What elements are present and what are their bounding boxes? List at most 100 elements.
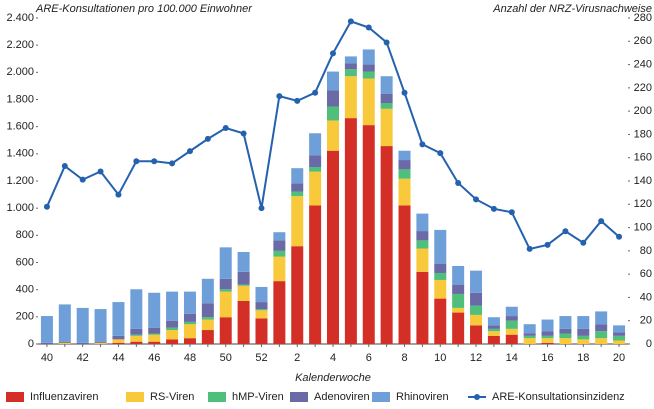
- line-marker: [97, 168, 104, 175]
- bar-segment: [541, 331, 554, 336]
- bar-segment: [58, 341, 71, 343]
- bar-segment: [273, 240, 286, 251]
- y-tick-label: 0: [28, 338, 34, 350]
- chart-title: ARE-Konsultationen pro 100.000 Einwohner: [35, 3, 253, 15]
- x-tick-label: 6: [366, 352, 372, 364]
- bar-segment: [148, 327, 161, 334]
- bar-segment: [487, 328, 500, 332]
- bar-segment: [183, 338, 196, 344]
- bar-segment: [255, 286, 268, 303]
- line-marker: [294, 97, 301, 104]
- bar-segment: [309, 205, 322, 344]
- bar-segment: [201, 303, 214, 318]
- line-marker: [401, 89, 408, 96]
- bar-segment: [166, 330, 179, 340]
- bar-segment: [362, 64, 375, 72]
- bar-segment: [595, 324, 608, 332]
- line-marker: [526, 245, 533, 252]
- bar-segment: [523, 333, 536, 336]
- x-tick-label: 2: [294, 352, 300, 364]
- bar-segment: [505, 316, 518, 321]
- y2-tick-label: 280: [634, 12, 652, 24]
- bar-segment: [130, 334, 143, 336]
- bar-segment: [505, 328, 518, 335]
- bar-segment: [148, 341, 161, 344]
- y2-tick-label: 0: [646, 338, 652, 350]
- bar-segment: [344, 69, 357, 77]
- bar-segment: [309, 167, 322, 172]
- legend-label: ARE-Konsultationsinzidenz: [492, 391, 625, 403]
- bar-segment: [291, 183, 304, 192]
- bar-segment: [201, 317, 214, 320]
- bar-segment: [541, 342, 554, 344]
- y2-axis-title: Anzahl der NRZ-Virusnachweise: [492, 3, 652, 15]
- bar-segment: [523, 324, 536, 334]
- bar-segment: [112, 335, 125, 340]
- bar-segment: [505, 334, 518, 344]
- x-tick-label: 18: [577, 352, 589, 364]
- bar-segment: [219, 317, 232, 344]
- y2-tick-label: 140: [634, 175, 652, 187]
- bar-segment: [327, 106, 339, 121]
- bar-segment: [183, 291, 196, 314]
- bar-segment: [344, 118, 357, 344]
- bar-segment: [452, 284, 465, 294]
- bar-segment: [505, 306, 518, 317]
- bar-segment: [201, 330, 214, 344]
- bar-segment: [219, 289, 232, 292]
- bar-segment: [237, 271, 250, 285]
- line-marker: [562, 228, 569, 235]
- y-tick-label: 2.400: [6, 12, 34, 24]
- bar-segment: [541, 319, 554, 332]
- bar-segment: [380, 93, 393, 103]
- line-marker: [151, 158, 158, 165]
- bar-segment: [309, 133, 322, 156]
- bar-segment: [291, 168, 304, 184]
- bar-segment: [273, 232, 286, 241]
- bar-segment: [255, 309, 268, 311]
- y-tick-label: 600: [16, 256, 34, 268]
- bar-segment: [291, 191, 304, 197]
- bar-segment: [577, 339, 590, 344]
- bar-segment: [380, 108, 393, 147]
- bar-segment: [541, 335, 554, 339]
- bar-segment: [166, 291, 179, 321]
- y2-tick-label: 120: [634, 198, 652, 210]
- bar-segment: [434, 272, 447, 280]
- line-marker: [437, 150, 444, 157]
- x-tick-label: 12: [470, 352, 482, 364]
- bar-segment: [487, 325, 500, 329]
- bar-segment: [577, 316, 590, 329]
- x-tick-label: 46: [148, 352, 160, 364]
- line-marker: [276, 93, 283, 100]
- bar-segment: [94, 341, 107, 343]
- bar-segment: [613, 325, 626, 333]
- y-tick-label: 2.000: [6, 66, 34, 78]
- line-marker: [598, 218, 605, 225]
- bar-segment: [416, 271, 429, 344]
- bar-segment: [434, 263, 447, 273]
- bar-segment: [362, 78, 375, 126]
- bar-segment: [416, 248, 429, 272]
- bar-segment: [273, 281, 286, 344]
- y-tick-label: 1.400: [6, 148, 34, 160]
- legend-swatch: [372, 392, 390, 402]
- bar-segment: [416, 213, 429, 232]
- y-tick-label: 800: [16, 229, 34, 241]
- bar-segment: [559, 333, 572, 339]
- line-marker: [544, 241, 551, 248]
- bar-segment: [452, 293, 465, 308]
- bar-segment: [577, 328, 590, 336]
- bar-segment: [344, 76, 357, 119]
- bar-segment: [416, 231, 429, 241]
- bar-segment: [344, 56, 357, 64]
- x-tick-label: 4: [330, 352, 336, 364]
- bar-segment: [291, 246, 304, 344]
- bar-segment: [273, 256, 286, 282]
- bar-segment: [148, 292, 161, 328]
- line-marker: [79, 176, 86, 183]
- y-tick-label: 200: [16, 311, 34, 323]
- line-marker: [115, 191, 122, 198]
- bar-segment: [166, 327, 179, 331]
- bar-segment: [470, 292, 483, 306]
